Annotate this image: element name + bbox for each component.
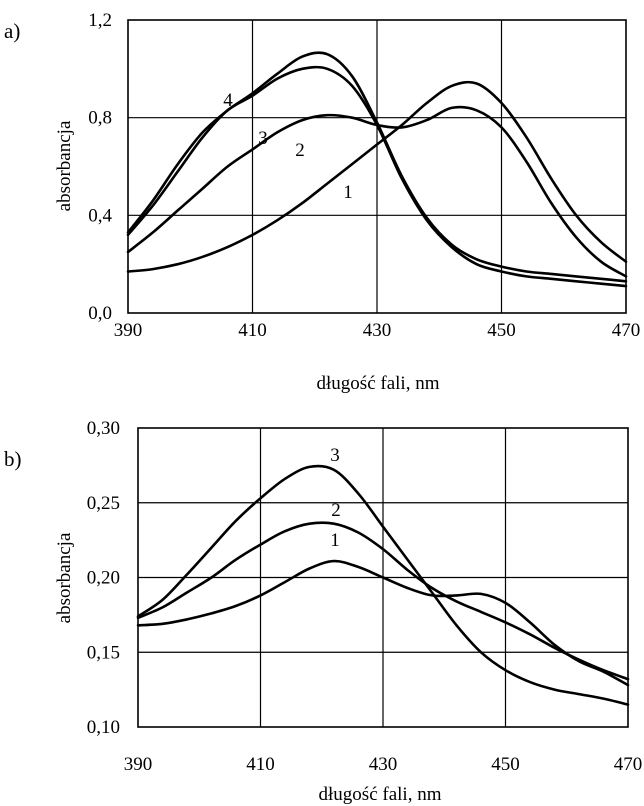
panel-a-x-tick-label: 410 (238, 320, 267, 341)
panel-a-ticks: 390 410 430 450 470 0,0 0,4 0,8 1,2 (88, 10, 640, 341)
panel-a-y-axis-label: absorbancja (54, 120, 75, 211)
panel-a-series-1-label: 1 (343, 182, 353, 203)
panel-b-y-tick-label: 0,15 (87, 642, 120, 663)
panel-b-series-1-line (136, 559, 630, 687)
panel-b-tag: b) (4, 447, 22, 471)
panel-a-tag: a) (4, 19, 20, 43)
panel-b-series-2-line (136, 521, 630, 681)
panel-a-series (126, 51, 628, 288)
panel-b-y-axis-label: absorbancja (54, 532, 75, 623)
panel-b-series-2-label: 2 (331, 500, 341, 521)
panel-a-x-tick-label: 470 (612, 320, 641, 341)
panel-a-series-4-label: 4 (223, 90, 233, 111)
panel-a-y-tick-label: 0,4 (88, 205, 112, 226)
panel-b-y-tick-label: 0,10 (87, 717, 120, 738)
panel-b: b) absorbancja długość fali, nm 390 410 43… (4, 418, 642, 805)
panel-b-y-tick-label: 0,30 (87, 418, 120, 439)
panel-b-series-1-label: 1 (330, 530, 340, 551)
panel-b-curve-labels: 1 2 3 (330, 445, 341, 551)
panel-a-x-tick-label: 430 (363, 320, 392, 341)
panel-b-ticks: 390 410 430 450 470 0,10 0,15 0,20 0,25 0,30 (87, 418, 643, 775)
panel-a-y-tick-label: 0,0 (88, 303, 112, 324)
panel-a-series-1-line (126, 80, 628, 273)
panel-a-curve-labels: 1 2 3 4 (223, 90, 353, 203)
panel-b-plot-frame (137, 427, 629, 728)
panel-a-series-2-label: 2 (295, 140, 305, 161)
panel-a-plot-frame (127, 19, 627, 314)
panel-b-series-3-line (136, 464, 630, 706)
panel-b-x-tick-label: 390 (124, 754, 153, 775)
panel-b-y-tick-label: 0,25 (87, 493, 120, 514)
panel-b-series (136, 464, 630, 706)
panel-a-y-tick-label: 1,2 (88, 10, 112, 31)
panel-a: a) absorbancja długość fali, nm 390 410 43… (4, 10, 640, 394)
panel-a-series-3-label: 3 (258, 128, 268, 149)
panel-b-x-tick-label: 430 (369, 754, 398, 775)
panel-a-x-tick-label: 450 (487, 320, 516, 341)
panel-a-x-tick-label: 390 (114, 320, 143, 341)
panel-a-grid (128, 20, 626, 313)
panel-b-series-3-label: 3 (330, 445, 340, 466)
panel-a-y-tick-label: 0,8 (88, 108, 112, 129)
panel-b-x-tick-label: 470 (614, 754, 643, 775)
panel-b-x-tick-label: 410 (246, 754, 275, 775)
panel-b-y-tick-label: 0,20 (87, 568, 120, 589)
panel-a-series-4-line (126, 51, 628, 283)
panel-a-x-axis-label: długość fali, nm (317, 373, 440, 394)
panel-b-x-tick-label: 450 (491, 754, 520, 775)
panel-b-x-axis-label: długość fali, nm (319, 784, 442, 805)
